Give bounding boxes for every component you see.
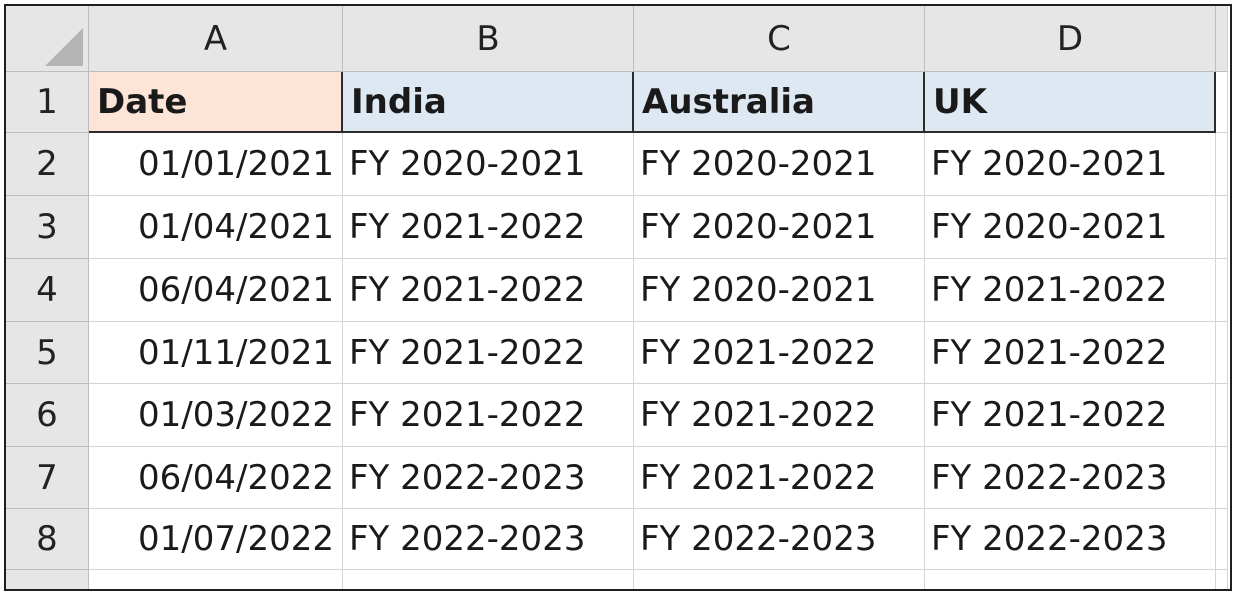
column-header-c[interactable]: C <box>634 6 925 72</box>
cell-a8[interactable]: 01/07/2022 <box>89 509 343 570</box>
row-header-4[interactable]: 4 <box>6 259 89 322</box>
cell-c3[interactable]: FY 2020-2021 <box>634 196 925 259</box>
grid-filler <box>1216 384 1228 447</box>
grid-filler <box>1216 133 1228 196</box>
row-header-partial[interactable] <box>6 570 89 589</box>
cell-b7[interactable]: FY 2022-2023 <box>343 447 634 509</box>
cell-c2[interactable]: FY 2020-2021 <box>634 133 925 196</box>
spreadsheet-grid: A B C D 1 Date India Australia UK 2 01/0… <box>6 6 1230 589</box>
column-header-b[interactable]: B <box>343 6 634 72</box>
cell-c1-australia-header[interactable]: Australia <box>634 72 925 133</box>
grid-filler <box>1216 259 1228 322</box>
row-header-1[interactable]: 1 <box>6 72 89 133</box>
cell-d2[interactable]: FY 2020-2021 <box>925 133 1216 196</box>
grid-filler <box>1216 322 1228 384</box>
cell-b3[interactable]: FY 2021-2022 <box>343 196 634 259</box>
grid-filler <box>1216 196 1228 259</box>
cell-d7[interactable]: FY 2022-2023 <box>925 447 1216 509</box>
cell-c4[interactable]: FY 2020-2021 <box>634 259 925 322</box>
cell-b8[interactable]: FY 2022-2023 <box>343 509 634 570</box>
cell-a5[interactable]: 01/11/2021 <box>89 322 343 384</box>
row-header-2[interactable]: 2 <box>6 133 89 196</box>
select-all-triangle-icon <box>45 28 83 66</box>
cell-d9[interactable] <box>925 570 1216 589</box>
cell-a1-date-header[interactable]: Date <box>89 72 343 133</box>
row-header-5[interactable]: 5 <box>6 322 89 384</box>
cell-d1-uk-header[interactable]: UK <box>925 72 1216 133</box>
cell-d5[interactable]: FY 2021-2022 <box>925 322 1216 384</box>
grid-filler <box>1216 72 1228 133</box>
row-header-8[interactable]: 8 <box>6 509 89 570</box>
column-header-d[interactable]: D <box>925 6 1216 72</box>
select-all-button[interactable] <box>6 6 89 72</box>
cell-d3[interactable]: FY 2020-2021 <box>925 196 1216 259</box>
cell-a9[interactable] <box>89 570 343 589</box>
row-header-7[interactable]: 7 <box>6 447 89 509</box>
cell-b1-india-header[interactable]: India <box>343 72 634 133</box>
cell-c8[interactable]: FY 2022-2023 <box>634 509 925 570</box>
cell-a7[interactable]: 06/04/2022 <box>89 447 343 509</box>
row-header-3[interactable]: 3 <box>6 196 89 259</box>
row-header-6[interactable]: 6 <box>6 384 89 447</box>
grid-filler <box>1216 509 1228 570</box>
cell-c7[interactable]: FY 2021-2022 <box>634 447 925 509</box>
cell-c5[interactable]: FY 2021-2022 <box>634 322 925 384</box>
cell-a6[interactable]: 01/03/2022 <box>89 384 343 447</box>
cell-a2[interactable]: 01/01/2021 <box>89 133 343 196</box>
cell-b2[interactable]: FY 2020-2021 <box>343 133 634 196</box>
cell-a3[interactable]: 01/04/2021 <box>89 196 343 259</box>
cell-c6[interactable]: FY 2021-2022 <box>634 384 925 447</box>
cell-b5[interactable]: FY 2021-2022 <box>343 322 634 384</box>
cell-c9[interactable] <box>634 570 925 589</box>
cell-b4[interactable]: FY 2021-2022 <box>343 259 634 322</box>
column-header-a[interactable]: A <box>89 6 343 72</box>
spreadsheet-window: A B C D 1 Date India Australia UK 2 01/0… <box>4 4 1232 591</box>
cell-d8[interactable]: FY 2022-2023 <box>925 509 1216 570</box>
cell-d6[interactable]: FY 2021-2022 <box>925 384 1216 447</box>
cell-b9[interactable] <box>343 570 634 589</box>
column-header-filler <box>1216 6 1228 72</box>
cell-a4[interactable]: 06/04/2021 <box>89 259 343 322</box>
grid-filler <box>1216 570 1228 589</box>
cell-d4[interactable]: FY 2021-2022 <box>925 259 1216 322</box>
grid-filler <box>1216 447 1228 509</box>
cell-b6[interactable]: FY 2021-2022 <box>343 384 634 447</box>
